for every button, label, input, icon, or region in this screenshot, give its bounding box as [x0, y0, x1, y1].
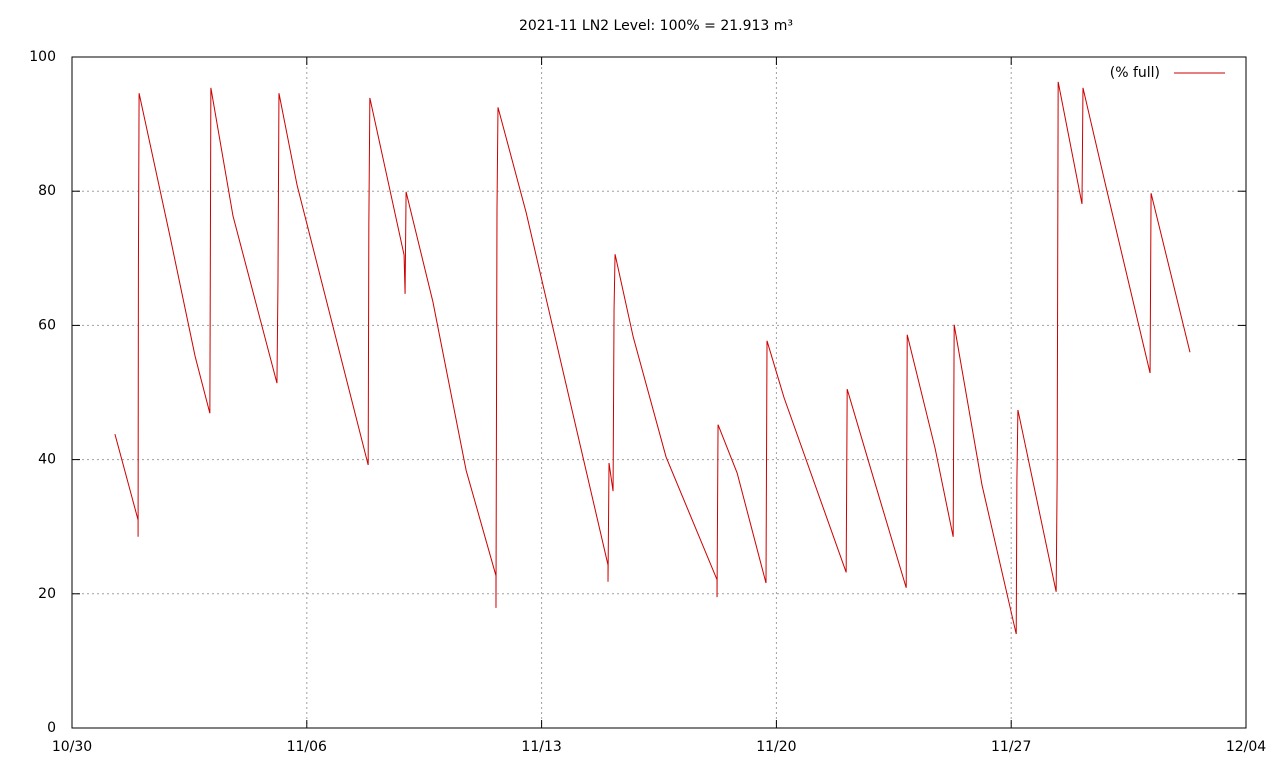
x-tick-label: 12/04	[1226, 739, 1266, 755]
y-tick-label: 80	[38, 183, 56, 199]
y-tick-label: 40	[38, 452, 56, 468]
y-tick-label: 60	[38, 317, 56, 333]
data-line	[114, 81, 1191, 635]
x-tick-label: 11/13	[521, 739, 561, 755]
legend-label: (% full)	[1110, 65, 1160, 81]
plot-frame	[71, 56, 1247, 729]
x-tick-label: 10/30	[52, 739, 92, 755]
x-tick-label: 11/27	[991, 739, 1031, 755]
y-tick-label: 100	[29, 49, 56, 65]
x-tick-label: 11/06	[287, 739, 327, 755]
chart-title: 2021-11 LN2 Level: 100% = 21.913 m³	[519, 18, 793, 34]
y-tick-label: 0	[47, 720, 56, 736]
x-tick-label: 11/20	[756, 739, 796, 755]
y-tick-label: 20	[38, 586, 56, 602]
